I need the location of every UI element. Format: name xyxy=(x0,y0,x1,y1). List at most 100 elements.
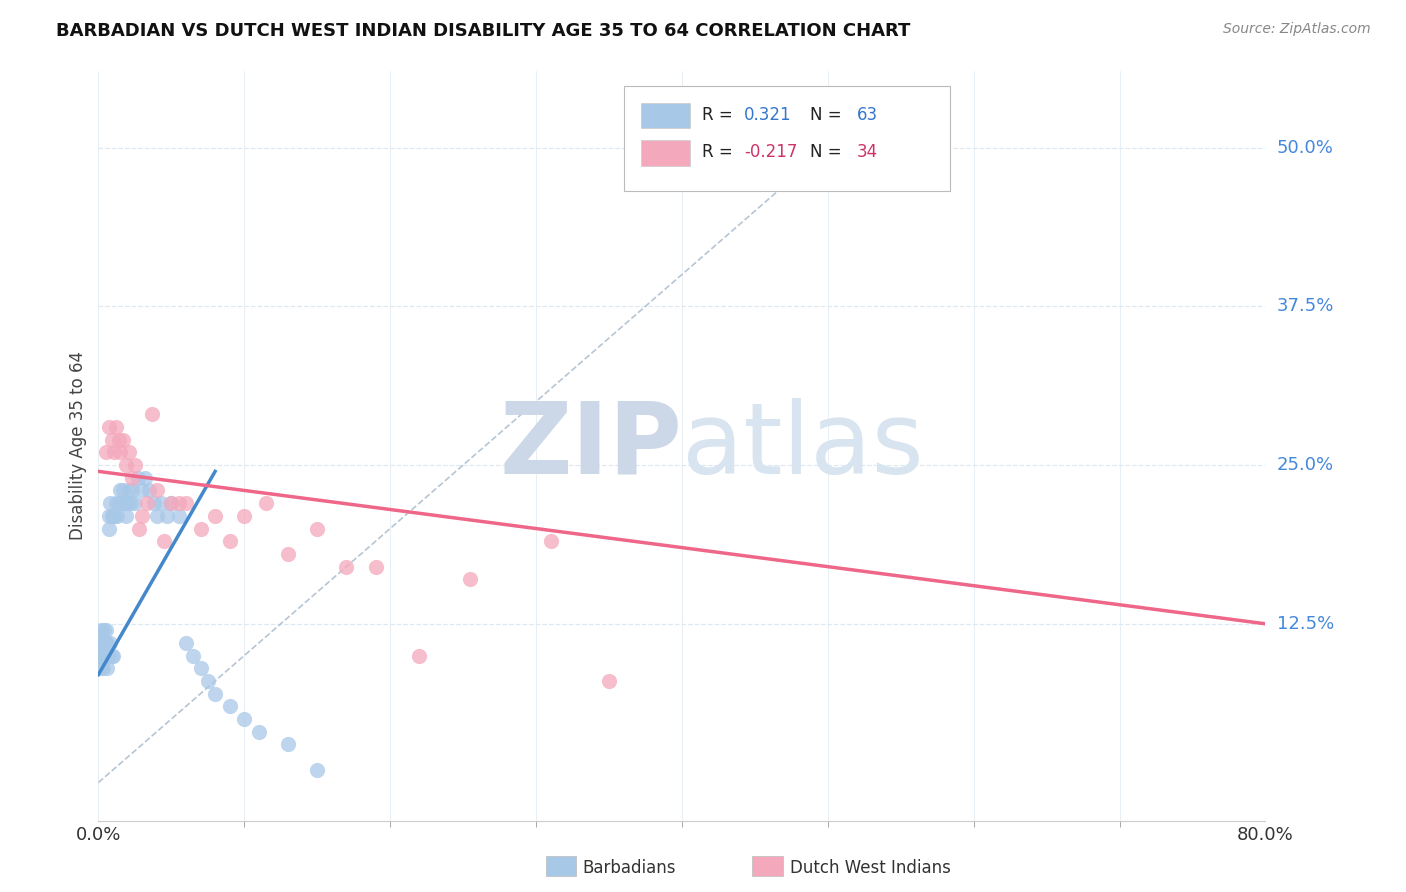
Point xyxy=(97,522,120,536)
Point xyxy=(110,445,132,459)
Point xyxy=(121,471,143,485)
Text: 34: 34 xyxy=(858,144,879,161)
Text: 25.0%: 25.0% xyxy=(1277,456,1334,474)
Point xyxy=(108,433,131,447)
Point xyxy=(118,483,141,498)
Point xyxy=(91,636,114,650)
Point xyxy=(121,483,143,498)
Text: 0.321: 0.321 xyxy=(744,106,792,124)
Point xyxy=(93,636,115,650)
Point xyxy=(97,648,120,663)
Text: -0.217: -0.217 xyxy=(744,144,797,161)
Point xyxy=(131,508,153,523)
Point xyxy=(150,496,173,510)
Point xyxy=(218,699,240,714)
Point xyxy=(112,433,135,447)
Point xyxy=(101,508,124,523)
Point xyxy=(100,508,122,523)
Point xyxy=(96,636,118,650)
Point xyxy=(146,483,169,498)
Point xyxy=(233,508,256,523)
Point xyxy=(204,508,226,523)
Text: Dutch West Indians: Dutch West Indians xyxy=(790,859,950,877)
Point xyxy=(233,712,256,726)
Point xyxy=(153,534,176,549)
Point xyxy=(167,496,190,510)
Point xyxy=(90,623,112,637)
Point xyxy=(93,648,115,663)
Point xyxy=(142,496,165,510)
Point xyxy=(98,636,121,650)
Point xyxy=(94,623,117,637)
Point xyxy=(138,483,160,498)
Point xyxy=(89,636,111,650)
Point xyxy=(167,508,190,523)
Point xyxy=(115,508,138,523)
Point xyxy=(307,522,329,536)
Text: R =: R = xyxy=(702,144,738,161)
Text: N =: N = xyxy=(810,106,848,124)
Point xyxy=(174,636,197,650)
Point xyxy=(307,763,329,777)
FancyBboxPatch shape xyxy=(624,87,950,191)
Point xyxy=(98,496,121,510)
Point xyxy=(160,496,183,510)
Point xyxy=(89,648,111,663)
Point xyxy=(277,547,299,561)
Text: 50.0%: 50.0% xyxy=(1277,138,1333,157)
Point xyxy=(112,483,135,498)
Point xyxy=(90,636,112,650)
Point xyxy=(190,522,212,536)
Point xyxy=(197,673,219,688)
Point xyxy=(91,648,114,663)
Text: Source: ZipAtlas.com: Source: ZipAtlas.com xyxy=(1223,22,1371,37)
Text: ZIP: ZIP xyxy=(499,398,682,494)
Point xyxy=(93,648,115,663)
Point xyxy=(115,458,138,472)
Point xyxy=(247,724,270,739)
Point xyxy=(160,496,183,510)
Text: N =: N = xyxy=(810,144,848,161)
Text: Barbadians: Barbadians xyxy=(582,859,676,877)
Point xyxy=(218,534,240,549)
Point xyxy=(131,483,153,498)
Point xyxy=(364,559,387,574)
Point xyxy=(96,648,118,663)
Point xyxy=(408,648,430,663)
Point xyxy=(124,496,146,510)
Point xyxy=(105,508,128,523)
Point xyxy=(118,445,141,459)
Point xyxy=(111,496,134,510)
Point xyxy=(128,522,150,536)
Point xyxy=(190,661,212,675)
FancyBboxPatch shape xyxy=(641,103,690,128)
Point xyxy=(117,496,139,510)
Point xyxy=(114,496,136,510)
Point xyxy=(103,508,125,523)
Text: 63: 63 xyxy=(858,106,879,124)
Point xyxy=(120,496,142,510)
Point xyxy=(277,738,299,752)
Point xyxy=(141,407,163,421)
Point xyxy=(108,496,131,510)
Text: R =: R = xyxy=(702,106,738,124)
Point xyxy=(134,471,156,485)
Point xyxy=(94,445,117,459)
Point xyxy=(103,445,125,459)
Point xyxy=(90,661,112,675)
Point xyxy=(124,458,146,472)
Text: BARBADIAN VS DUTCH WEST INDIAN DISABILITY AGE 35 TO 64 CORRELATION CHART: BARBADIAN VS DUTCH WEST INDIAN DISABILIT… xyxy=(56,22,911,40)
Point xyxy=(91,648,114,663)
Text: atlas: atlas xyxy=(682,398,924,494)
Point xyxy=(100,648,122,663)
Point xyxy=(91,661,114,675)
Point xyxy=(135,496,157,510)
Y-axis label: Disability Age 35 to 64: Disability Age 35 to 64 xyxy=(69,351,87,541)
Point xyxy=(94,648,117,663)
Text: 12.5%: 12.5% xyxy=(1277,615,1334,632)
Point xyxy=(204,687,226,701)
FancyBboxPatch shape xyxy=(641,140,690,166)
Point xyxy=(97,508,120,523)
Point xyxy=(156,508,179,523)
Point xyxy=(254,496,277,510)
